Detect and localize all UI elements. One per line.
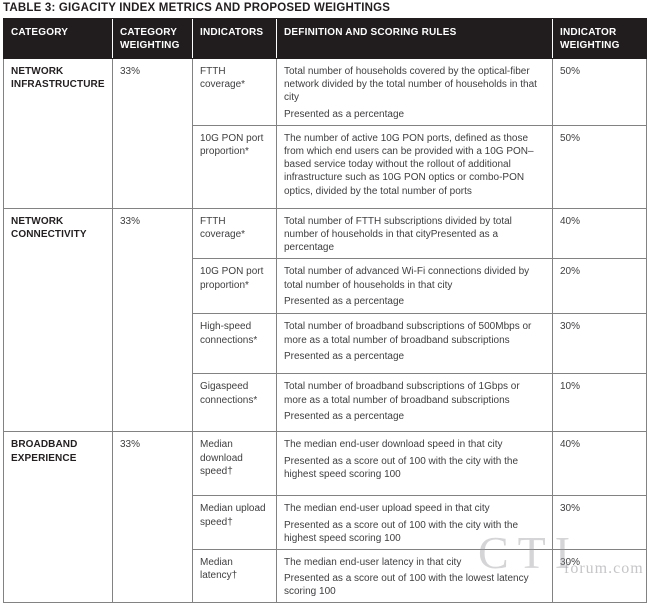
indicator-weighting-cell: 10% — [552, 373, 647, 433]
table-title: TABLE 3: GIGACITY INDEX METRICS AND PROP… — [3, 2, 391, 14]
indicator-weighting-cell: 40% — [552, 431, 647, 497]
header-indicators: INDICATORS — [192, 18, 277, 59]
definition-line: The median end-user latency in that city — [284, 556, 462, 568]
indicator-cell: FTTH coverage* — [192, 58, 277, 126]
table-row: NETWORK INFRASTRUCTURE 33% FTTH coverage* T… — [3, 58, 647, 209]
definition-cell: Total number of households covered by th… — [276, 58, 553, 126]
indicator-cell: Median upload speed† — [192, 495, 277, 550]
definition-cell: Total number of advanced Wi-Fi connectio… — [276, 258, 553, 315]
definition-cell: The number of active 10G PON ports, defi… — [276, 124, 553, 209]
category-cell: NETWORK CONNECTIVITY — [3, 207, 113, 433]
definition-line: Presented as a percentage — [284, 108, 405, 120]
definition-line: The median end-user upload speed in that… — [284, 503, 490, 515]
definition-line: Presented as a score out of 100 with the… — [284, 519, 519, 544]
definition-line: Total number of advanced Wi-Fi connectio… — [284, 266, 530, 291]
table-row: NETWORK CONNECTIVITY 33% FTTH coverage* Tot… — [3, 207, 647, 433]
header-category: CATEGORY — [3, 18, 113, 59]
table-row: 10G PON port proportion* The number of ac… — [4, 124, 647, 209]
definition-cell: The median end-user download speed in th… — [276, 431, 553, 497]
definition-cell: The median end-user latency in that city… — [276, 548, 553, 603]
table-row: Gigaspeed connections* Total number of br… — [4, 373, 647, 433]
indicator-cell: High-speed connections* — [192, 313, 277, 375]
indicator-weighting-cell: 50% — [552, 124, 647, 209]
definition-cell: The median end-user upload speed in that… — [276, 495, 553, 550]
indicator-weighting-cell: 30% — [552, 313, 647, 375]
definition-line: Presented as a percentage — [284, 410, 405, 422]
indicator-cell: 10G PON port proportion* — [192, 124, 277, 209]
definition-cell: Total number of broadband subscriptions … — [276, 373, 553, 433]
definition-line: Total number of broadband subscriptions … — [284, 381, 520, 406]
indicator-cell: Median latency† — [192, 548, 277, 603]
indicator-weighting-cell: 20% — [552, 258, 647, 315]
category-cell: NETWORK INFRASTRUCTURE — [3, 58, 113, 209]
definition-line: Presented as a percentage — [284, 350, 405, 362]
definition-cell: Total number of broadband subscriptions … — [276, 313, 553, 375]
gigacity-index-table: CATEGORY CATEGORY WEIGHTING INDICATORS D… — [3, 18, 647, 603]
indicator-cell: Gigaspeed connections* — [192, 373, 277, 433]
indicator-weighting-cell: 30% — [552, 548, 647, 603]
indicator-weighting-cell: 50% — [552, 58, 647, 126]
header-definition: DEFINITION AND SCORING RULES — [276, 18, 553, 59]
indicator-cell: 10G PON port proportion* — [192, 258, 277, 315]
table-header-row: CATEGORY CATEGORY WEIGHTING INDICATORS D… — [3, 18, 647, 59]
indicator-cell: Median download speed† — [192, 431, 277, 497]
category-weighting-cell: 33% — [112, 207, 193, 433]
table-body: NETWORK INFRASTRUCTURE 33% FTTH coverage* T… — [3, 58, 647, 603]
category-weighting-cell: 33% — [112, 58, 193, 209]
definition-line: Presented as a percentage — [284, 295, 405, 307]
table-row: High-speed connections* Total number of b… — [4, 313, 647, 375]
definition-line: Total number of FTTH subscriptions divid… — [284, 215, 512, 254]
definition-cell: Total number of FTTH subscriptions divid… — [276, 207, 553, 260]
definition-line: Presented as a score out of 100 with the… — [284, 573, 529, 598]
category-cell: BROADBAND EXPERIENCE — [3, 431, 113, 603]
header-indicator-weighting: INDICATOR WEIGHTING — [552, 18, 647, 59]
definition-line: Presented as a score out of 100 with the… — [284, 455, 519, 480]
definition-line: Total number of households covered by th… — [284, 66, 537, 104]
indicator-weighting-cell: 30% — [552, 495, 647, 550]
table-row: 10G PON port proportion* Total number of … — [4, 258, 647, 315]
table-row: Median upload speed† The median end-user … — [4, 495, 647, 550]
indicator-weighting-cell: 40% — [552, 207, 647, 260]
indicator-cell: FTTH coverage* — [192, 207, 277, 260]
table-row: BROADBAND EXPERIENCE 33% Median download s… — [3, 431, 647, 603]
header-category-weighting: CATEGORY WEIGHTING — [112, 18, 193, 59]
category-weighting-cell: 33% — [112, 431, 193, 603]
definition-line: The median end-user download speed in th… — [284, 439, 503, 451]
definition-line: The number of active 10G PON ports, defi… — [284, 132, 534, 197]
definition-line: Total number of broadband subscriptions … — [284, 321, 532, 346]
